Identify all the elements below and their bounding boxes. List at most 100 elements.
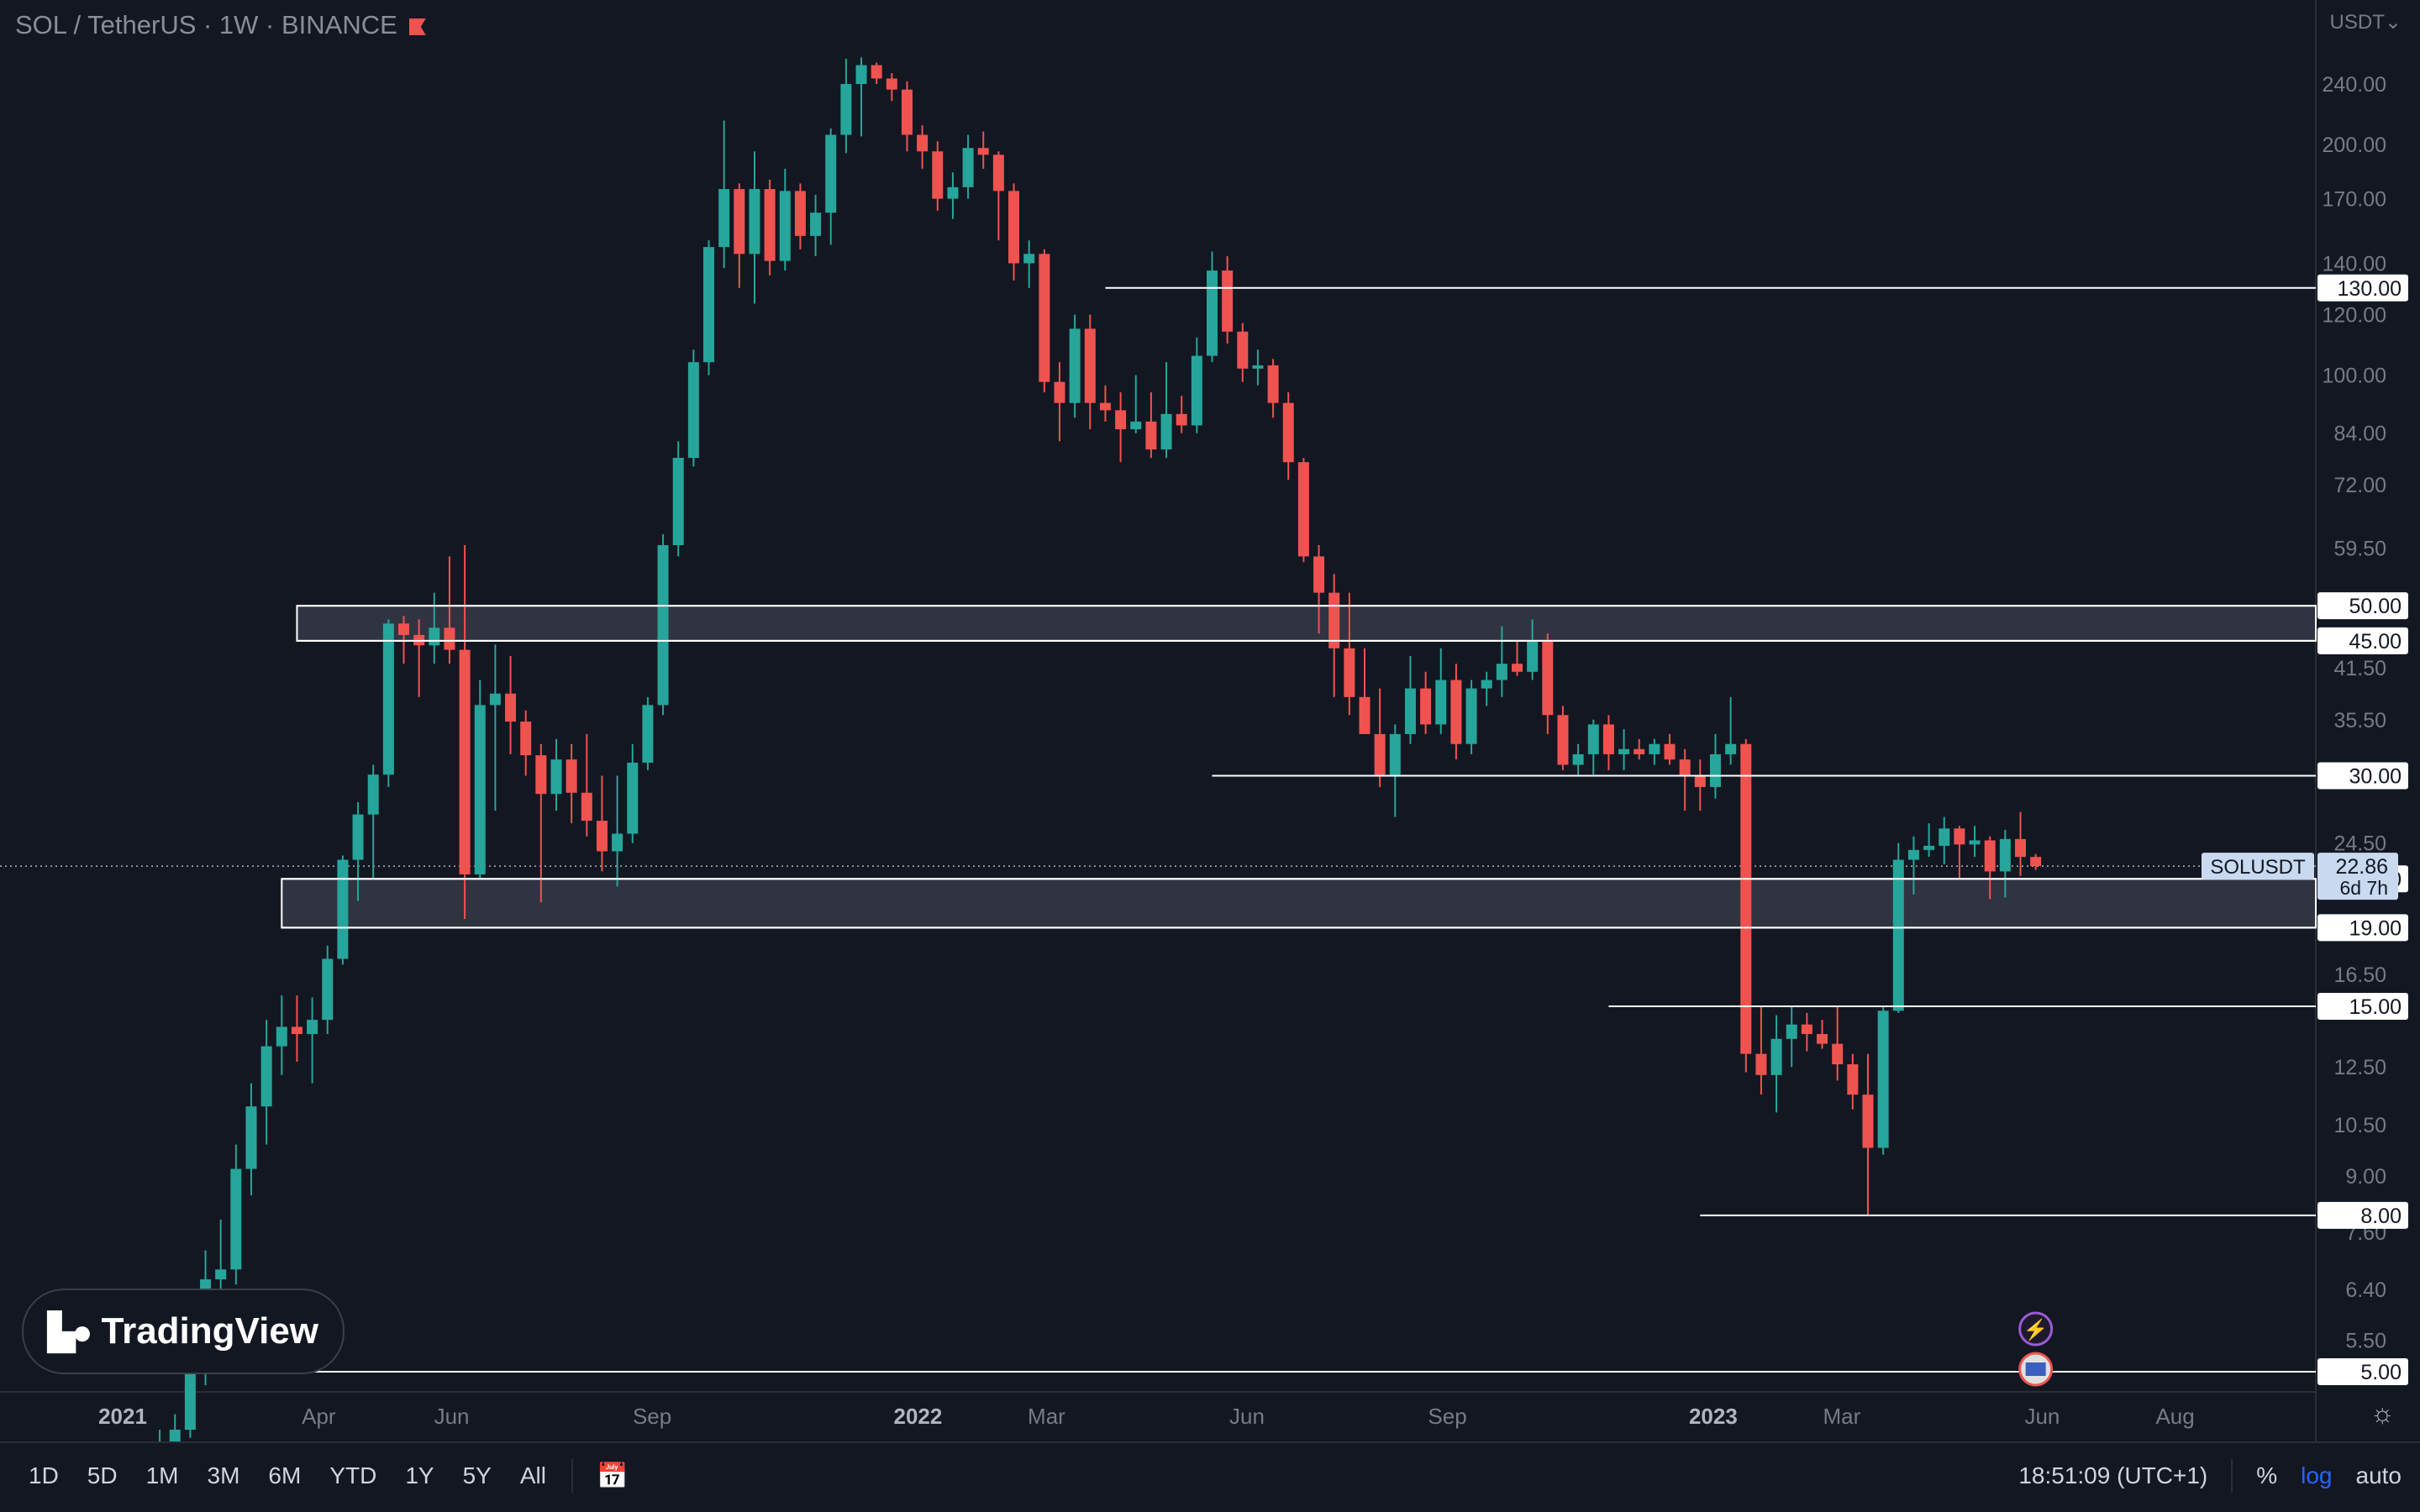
time-axis-tick-label: 2022 — [894, 1404, 943, 1429]
timeframe-ytd-button[interactable]: YTD — [329, 1462, 377, 1488]
time-axis-tick-label: Sep — [1428, 1404, 1466, 1429]
timeframe-6m-button[interactable]: 6M — [268, 1462, 302, 1488]
timeframe-1d-button[interactable]: 1D — [29, 1462, 59, 1488]
candle-body — [184, 1372, 196, 1431]
price-axis-tick-label: 41.50 — [2333, 657, 2386, 680]
price-chart[interactable]: 240.00 200.00 170.00 140.00 120.00 100.00 84.0… — [0, 0, 2420, 1441]
timeframe-3m-button[interactable]: 3M — [207, 1462, 240, 1488]
candle-body — [505, 693, 517, 722]
candle-body — [810, 213, 822, 236]
candle-body — [352, 814, 364, 860]
symbol-title[interactable]: SOL / TetherUS · 1W · BINANCE — [15, 10, 426, 40]
log-toggle[interactable]: log — [2301, 1462, 2333, 1488]
candle-body — [672, 458, 684, 545]
timeframe-all-button[interactable]: All — [519, 1462, 546, 1488]
price-axis-tick-label: 200.00 — [2323, 134, 2386, 157]
tradingview-logo-icon: ▙● — [47, 1311, 93, 1352]
candle-body — [1877, 1011, 1889, 1148]
candle-body — [1191, 355, 1202, 426]
chart-background — [0, 0, 2420, 1441]
candle-body — [1297, 462, 1309, 557]
candle-body — [230, 1168, 242, 1270]
candle-body — [1420, 688, 1432, 725]
candle-body — [992, 155, 1004, 192]
price-axis-tick-label: 35.50 — [2333, 709, 2386, 732]
candle-body — [1740, 743, 1752, 1054]
gear-icon[interactable]: ☼ — [2370, 1398, 2395, 1428]
candle-body — [1557, 715, 1569, 765]
candle-body — [1862, 1095, 1874, 1148]
candle-body — [1649, 743, 1660, 754]
candle-body — [581, 792, 592, 822]
toolbar-divider — [2231, 1459, 2233, 1493]
candle-body — [520, 722, 532, 756]
candle-body — [489, 693, 501, 706]
candle-body — [307, 1020, 318, 1034]
price-axis-tick-label: 5.50 — [2345, 1329, 2386, 1352]
candle-body — [1602, 724, 1614, 754]
clock[interactable]: 18:51:09 (UTC+1) — [2018, 1462, 2208, 1488]
level-price-label-box — [2317, 762, 2408, 790]
level-price-label: 45.00 — [2349, 630, 2402, 654]
time-axis-tick-label: Mar — [1028, 1404, 1065, 1429]
level-price-label: 19.00 — [2349, 916, 2402, 940]
level-price-label-box — [2317, 992, 2408, 1020]
candle-body — [1969, 840, 1981, 845]
flag-icon[interactable] — [408, 18, 426, 35]
bottom-right-tools: 18:51:09 (UTC+1) % log auto — [1995, 1443, 2402, 1509]
candle-body — [734, 189, 745, 255]
candle-body — [1252, 365, 1264, 369]
percent-toggle[interactable]: % — [2256, 1462, 2278, 1488]
candle-body — [1084, 328, 1096, 403]
timeframe-1y-button[interactable]: 1Y — [405, 1462, 434, 1488]
calendar-range-icon[interactable]: 📅 — [596, 1462, 629, 1490]
price-axis-tick-label: 100.00 — [2323, 365, 2386, 388]
logo-text: TradingView — [101, 1310, 319, 1352]
price-axis-tick-label: 16.50 — [2333, 963, 2386, 987]
currency-selector[interactable]: USDT⌄ — [2330, 10, 2402, 34]
candle-body — [276, 1026, 287, 1047]
price-axis-tick-label: 120.00 — [2323, 303, 2386, 327]
timeframe-5d-button[interactable]: 5D — [87, 1462, 118, 1488]
candle-body — [1892, 859, 1904, 1011]
candle-body — [1847, 1063, 1859, 1095]
candle-body — [444, 627, 455, 650]
candle-body — [1237, 331, 1249, 369]
candle-body — [1907, 849, 1919, 860]
level-price-label: 50.00 — [2349, 595, 2402, 618]
price-axis-tick-label: 72.00 — [2333, 474, 2386, 497]
level-price-label-box — [2317, 274, 2408, 302]
candle-body — [1404, 688, 1416, 734]
countdown-label: 6d 7h — [2339, 877, 2388, 899]
candle-body — [1435, 680, 1447, 725]
candle-body — [779, 191, 791, 261]
candle-body — [1039, 254, 1050, 382]
candle-body — [169, 1430, 181, 1441]
candle-body — [1634, 748, 1645, 754]
symbol-tag-label: SOLUSDT — [2210, 856, 2306, 879]
candle-body — [245, 1106, 257, 1169]
candle-body — [871, 65, 882, 79]
time-axis-tick-label: Apr — [302, 1404, 336, 1429]
candle-body — [596, 821, 608, 852]
candle-body — [1008, 191, 1020, 264]
timeframe-1m-button[interactable]: 1M — [145, 1462, 179, 1488]
chevron-down-icon: ⌄ — [2384, 11, 2402, 34]
candle-body — [794, 191, 806, 236]
lightning-icon[interactable] — [2018, 1311, 2054, 1347]
timeframe-5y-button[interactable]: 5Y — [462, 1462, 492, 1488]
candle-body — [1069, 328, 1081, 403]
level-price-label: 5.00 — [2360, 1361, 2402, 1384]
support-resistance-zone — [296, 605, 2317, 642]
level-price-label-box — [2317, 1201, 2408, 1229]
candle-body — [459, 649, 471, 874]
level-price-label: 8.00 — [2360, 1205, 2402, 1228]
candle-body — [1801, 1024, 1812, 1034]
candle-body — [1207, 270, 1218, 356]
candle-body — [566, 759, 577, 793]
candle-body — [1999, 838, 2011, 872]
currency-label: USDT — [2329, 11, 2385, 34]
time-axis-tick-label: Jun — [434, 1404, 470, 1429]
auto-toggle[interactable]: auto — [2355, 1462, 2402, 1488]
candle-body — [627, 762, 639, 834]
